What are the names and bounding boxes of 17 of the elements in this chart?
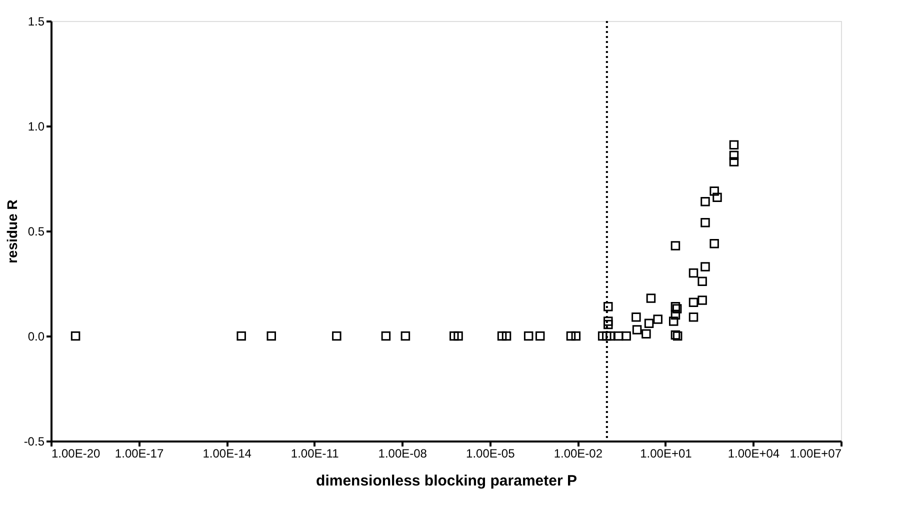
y-axis-title: residue R [4, 200, 20, 264]
x-axis-title: dimensionless blocking parameter P [316, 472, 577, 490]
x-tick-label: 1.00E-02 [554, 446, 603, 460]
y-tick-label: 1.0 [28, 120, 45, 134]
x-tick-label: 1.00E-14 [202, 446, 252, 460]
x-tick-label: 1.00E+07 [790, 446, 842, 460]
x-tick-label: 1.00E-11 [290, 446, 340, 460]
x-tick-label: 1.00E-17 [114, 446, 164, 460]
y-tick-label: 0.5 [28, 224, 45, 238]
y-tick-label: -0.5 [24, 434, 45, 448]
x-tick-label: 1.00E+04 [728, 446, 780, 460]
x-tick-label: 1.00E-20 [52, 446, 101, 460]
x-tick-label: 1.00E-05 [466, 446, 516, 460]
y-tick-label: 0.0 [28, 330, 45, 344]
x-tick-label: 1.00E+01 [640, 446, 692, 460]
y-tick-label: 1.5 [28, 14, 45, 28]
x-tick-label: 1.00E-08 [378, 446, 428, 460]
